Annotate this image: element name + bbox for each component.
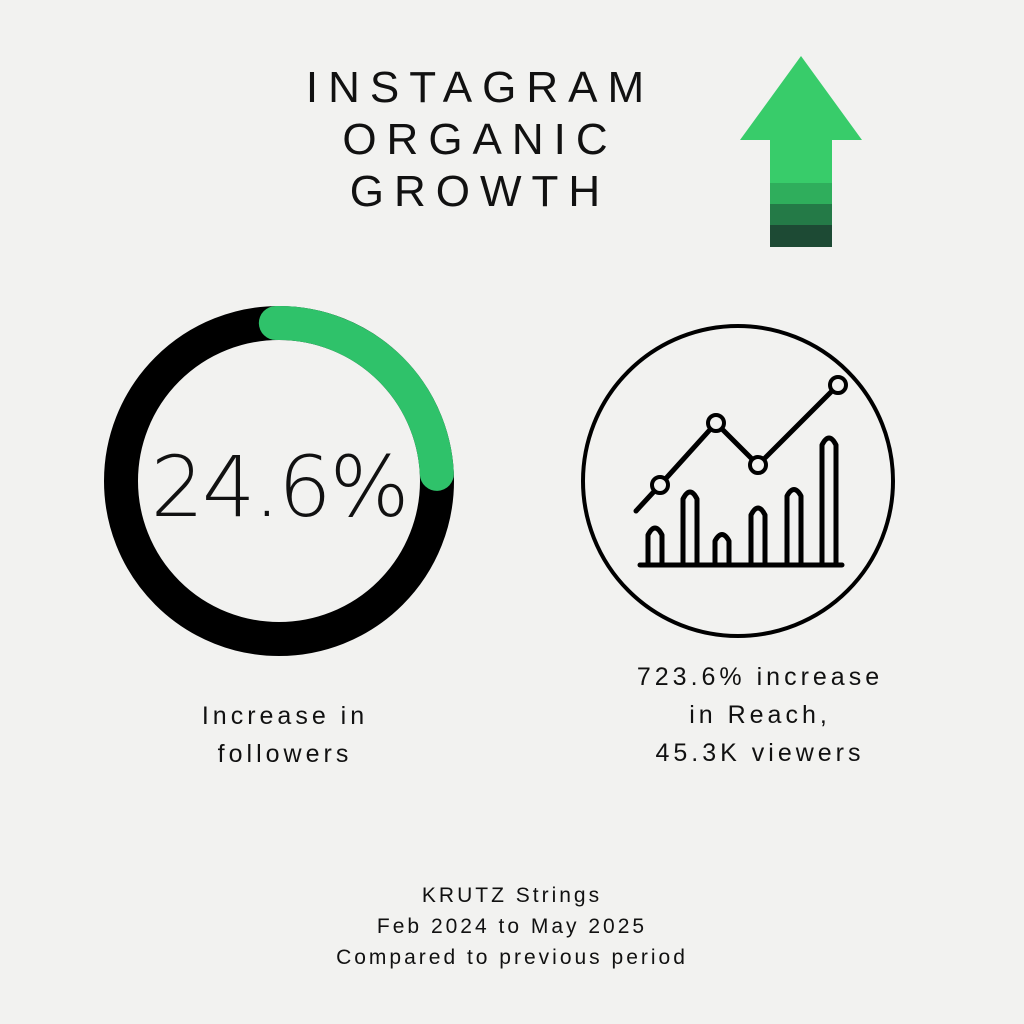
line-bar-chart-icon <box>581 324 895 638</box>
followers-caption: Increase in followers <box>130 697 440 773</box>
footer-period: Feb 2024 to May 2025 <box>376 915 648 938</box>
footer-comparison: Compared to previous period <box>336 946 688 969</box>
followers-caption-line-1: Increase in <box>201 702 369 730</box>
reach-caption-line-2: in Reach, <box>689 701 831 729</box>
ring-progress-arc <box>258 306 454 491</box>
reach-caption-line-1: 723.6% increase <box>636 663 884 691</box>
reach-caption-line-3: 45.3K viewers <box>655 739 865 767</box>
followers-caption-line-2: followers <box>217 740 353 768</box>
footer-brand: KRUTZ Strings <box>421 884 603 907</box>
reach-caption: 723.6% increase in Reach, 45.3K viewers <box>560 658 960 772</box>
title-line-2: ORGANIC <box>342 115 618 164</box>
up-arrow-icon <box>740 56 862 247</box>
footer: KRUTZ Strings Feb 2024 to May 2025 Compa… <box>212 880 812 973</box>
followers-progress-ring <box>104 306 454 656</box>
page-title: INSTAGRAM ORGANIC GROWTH <box>230 62 730 218</box>
title-line-1: INSTAGRAM <box>305 63 655 112</box>
followers-percentage: 24.6% <box>150 438 410 536</box>
title-line-3: GROWTH <box>349 167 611 216</box>
